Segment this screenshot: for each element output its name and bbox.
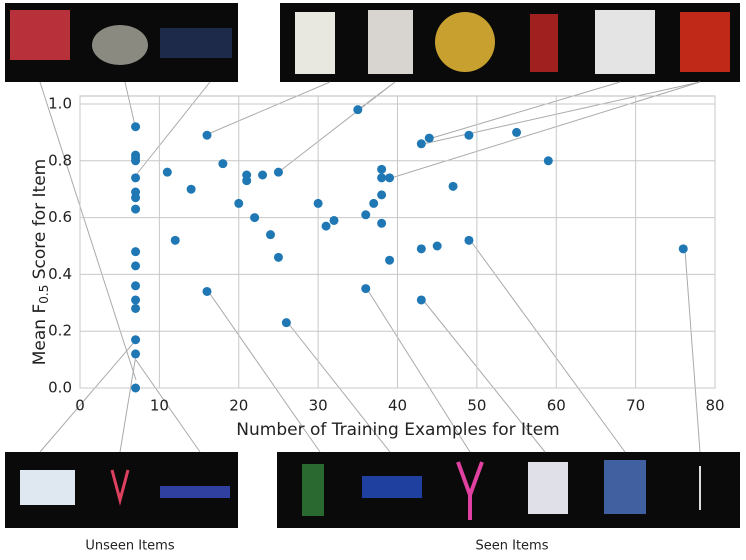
x-tick-label: 60: [547, 397, 566, 415]
point: [377, 164, 387, 174]
point: [218, 159, 228, 169]
photo: [295, 12, 335, 74]
x-tick-label: 10: [150, 397, 169, 415]
point: [543, 156, 553, 166]
point: [242, 176, 252, 186]
point: [131, 303, 141, 313]
point: [464, 235, 474, 245]
photo: [604, 460, 646, 514]
point: [321, 221, 331, 231]
y-tick-label: 1.0: [48, 95, 72, 113]
y-axis-label-sub: 0.5: [37, 285, 51, 304]
x-tick-label: 0: [75, 397, 85, 415]
point: [131, 335, 141, 345]
point: [313, 198, 323, 208]
x-tick-label: 30: [309, 397, 328, 415]
point: [678, 244, 688, 254]
point: [131, 383, 141, 393]
point: [385, 255, 395, 265]
point: [273, 167, 283, 177]
point: [512, 127, 522, 137]
photo: [302, 464, 324, 516]
point: [281, 318, 291, 328]
point: [250, 213, 260, 223]
x-tick-label: 40: [388, 397, 407, 415]
point: [464, 130, 474, 140]
y-axis-label-part: Mean F: [30, 304, 50, 366]
photo: [530, 14, 558, 72]
point: [258, 170, 268, 180]
point: [131, 295, 141, 305]
point: [186, 184, 196, 194]
photo: [435, 12, 495, 72]
point: [131, 349, 141, 359]
point: [369, 198, 379, 208]
point: [131, 281, 141, 291]
y-tick-label: 0.8: [48, 151, 72, 169]
photo: [456, 461, 484, 520]
photo: [92, 25, 148, 65]
point: [131, 156, 141, 166]
photo-strip: [280, 3, 740, 82]
photo: [595, 10, 655, 74]
point: [266, 230, 275, 240]
point: [377, 218, 387, 228]
point: [131, 173, 141, 183]
photo-strips: [5, 3, 740, 528]
photo: [160, 28, 232, 58]
x-axis-label: Number of Training Examples for Item: [236, 420, 559, 440]
point: [361, 210, 371, 220]
x-tick-label: 20: [229, 397, 248, 415]
point: [385, 173, 395, 183]
point: [361, 284, 371, 294]
photo-strip: [277, 452, 740, 528]
point: [202, 286, 212, 296]
x-tick-label: 80: [705, 397, 724, 415]
point: [424, 133, 434, 143]
point: [329, 215, 339, 225]
point: [131, 247, 141, 257]
caption: Unseen Items: [85, 539, 174, 554]
y-axis-label-part: Score for Item: [30, 159, 50, 285]
photo: [20, 470, 75, 505]
y-tick-label: 0.6: [48, 208, 72, 226]
caption: Seen Items: [476, 539, 549, 554]
photo: [10, 10, 70, 60]
point: [377, 173, 387, 183]
photo: [368, 10, 413, 74]
x-tick-label: 50: [467, 397, 486, 415]
photo: [528, 462, 568, 514]
photo: [680, 12, 730, 72]
y-tick-label: 0.2: [48, 322, 72, 340]
y-tick-label: 0.4: [48, 265, 72, 283]
point: [202, 130, 212, 140]
x-tick-label: 70: [626, 397, 645, 415]
photo: [362, 476, 422, 498]
point: [131, 261, 141, 271]
point: [162, 167, 172, 177]
point: [131, 204, 141, 214]
point: [131, 122, 141, 132]
point: [234, 198, 244, 208]
photo: [160, 486, 230, 498]
point: [448, 181, 458, 191]
point: [416, 139, 426, 149]
photo: [110, 469, 130, 506]
point: [416, 295, 426, 305]
point: [377, 190, 387, 200]
point: [432, 241, 442, 251]
point: [273, 252, 283, 262]
point: [170, 235, 180, 245]
point: [416, 244, 426, 254]
point: [131, 193, 141, 203]
y-tick-label: 0.0: [48, 379, 72, 397]
point: [353, 105, 363, 115]
y-axis-label: Mean F0.5 Score for Item: [30, 159, 51, 366]
